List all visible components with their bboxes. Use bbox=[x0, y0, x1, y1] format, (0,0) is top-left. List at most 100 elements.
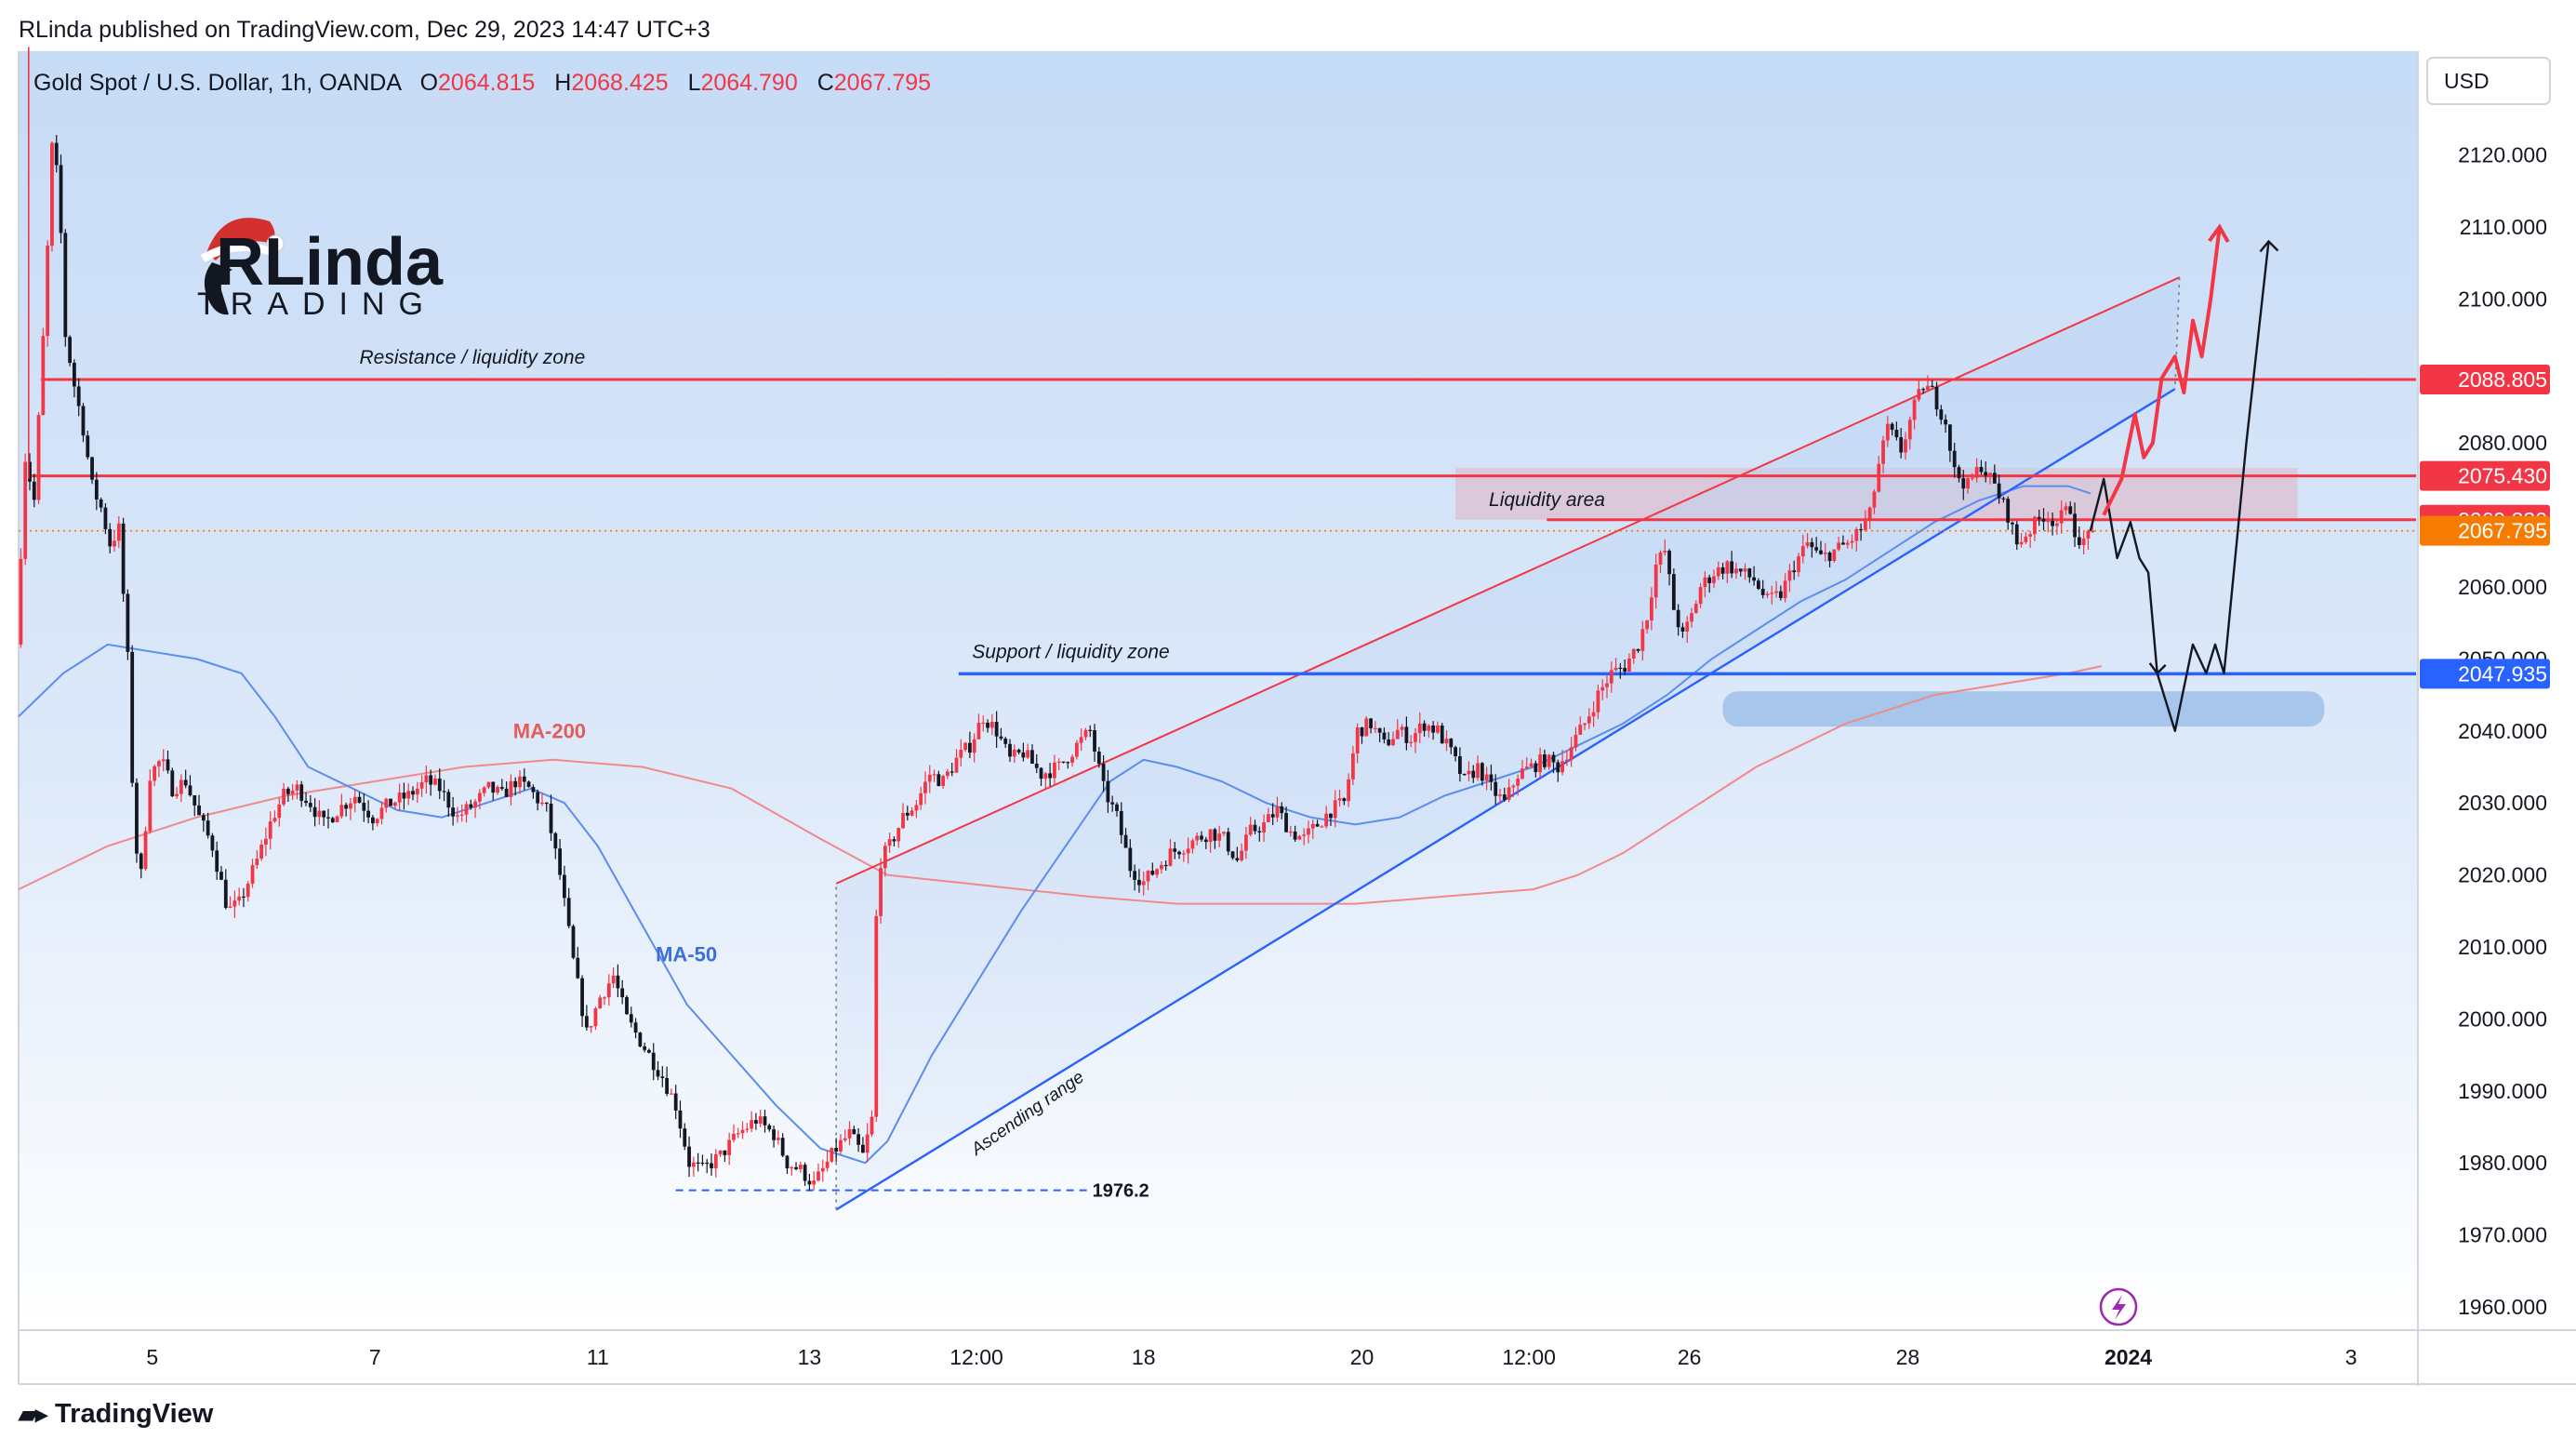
candle bbox=[86, 431, 90, 460]
candle bbox=[2011, 521, 2014, 535]
candle bbox=[1783, 573, 1787, 603]
candle bbox=[2041, 508, 2046, 531]
candle bbox=[375, 818, 379, 827]
candle bbox=[1203, 836, 1208, 849]
candle bbox=[322, 810, 326, 827]
candle bbox=[558, 839, 563, 880]
watermark-brand-bottom: TRADING bbox=[197, 286, 437, 322]
candle bbox=[121, 517, 126, 602]
price-axis[interactable]: 2120.000 2110.000 2100.000 2080.000 2060.000… bbox=[2458, 143, 2547, 1319]
candle bbox=[1636, 648, 1640, 654]
candle bbox=[1573, 726, 1578, 752]
candle bbox=[1387, 732, 1391, 747]
candle bbox=[157, 759, 161, 778]
candle bbox=[905, 806, 910, 821]
tradingview-logo[interactable]: ▰▸ TradingView bbox=[19, 1399, 213, 1430]
candle bbox=[954, 749, 959, 773]
price-tag: 2088.805 bbox=[2420, 365, 2550, 395]
candle bbox=[1756, 578, 1760, 591]
candle bbox=[580, 975, 584, 1027]
candle bbox=[1360, 726, 1364, 744]
candle bbox=[807, 1174, 812, 1192]
time-tick-label: 13 bbox=[798, 1345, 822, 1369]
candle bbox=[1066, 761, 1070, 769]
candle bbox=[392, 801, 397, 809]
candle bbox=[643, 1042, 647, 1053]
candle bbox=[1529, 758, 1534, 769]
candle bbox=[1181, 849, 1186, 862]
candle bbox=[2019, 533, 2024, 548]
candle bbox=[32, 473, 36, 508]
candle bbox=[1939, 405, 1944, 425]
candle bbox=[1653, 553, 1658, 609]
candle bbox=[576, 946, 580, 979]
candle bbox=[259, 839, 264, 861]
candle bbox=[1569, 737, 1573, 767]
candle bbox=[536, 789, 540, 811]
candle bbox=[1043, 771, 1048, 789]
tradingview-brand: TradingView bbox=[55, 1399, 214, 1429]
candle bbox=[1957, 464, 1961, 483]
candle bbox=[1436, 721, 1440, 735]
candle bbox=[232, 890, 237, 918]
candle bbox=[153, 765, 157, 787]
high-value: 2068.425 bbox=[571, 70, 668, 96]
candle bbox=[250, 859, 255, 888]
candle bbox=[1280, 802, 1284, 819]
candle bbox=[651, 1043, 656, 1081]
scenario-red-arrow-icon bbox=[2208, 223, 2230, 243]
candle bbox=[1658, 550, 1663, 574]
candle bbox=[456, 806, 459, 823]
candle bbox=[683, 1123, 687, 1151]
svg-text:2075.430: 2075.430 bbox=[2458, 464, 2547, 488]
candle bbox=[2014, 520, 2019, 551]
liquidity-area-label: Liquidity area bbox=[1489, 489, 1605, 511]
candle bbox=[1133, 864, 1137, 891]
candle bbox=[994, 711, 999, 749]
candle bbox=[1457, 747, 1462, 782]
candle bbox=[665, 1066, 669, 1097]
currency-button[interactable]: USD bbox=[2426, 57, 2551, 105]
lightning-icon[interactable] bbox=[2099, 1287, 2138, 1326]
candle bbox=[1596, 685, 1600, 720]
candle bbox=[504, 781, 509, 798]
candle bbox=[2068, 501, 2073, 515]
candle bbox=[1578, 716, 1583, 735]
candle bbox=[522, 768, 526, 791]
candle bbox=[1074, 739, 1079, 760]
candle bbox=[1230, 850, 1235, 860]
candle bbox=[1890, 421, 1894, 436]
svg-text:2088.805: 2088.805 bbox=[2458, 367, 2547, 392]
candle bbox=[54, 135, 59, 173]
candle bbox=[763, 1110, 767, 1133]
candle bbox=[1734, 562, 1738, 579]
ma-50-label: MA-50 bbox=[656, 942, 717, 966]
resistance-label: Resistance / liquidity zone bbox=[360, 347, 586, 368]
candle bbox=[1650, 587, 1653, 631]
price-tick-label: 2000.000 bbox=[2458, 1006, 2547, 1031]
candle bbox=[936, 770, 941, 787]
support-zone-highlight bbox=[1722, 691, 2325, 727]
candle bbox=[1079, 728, 1083, 752]
price-tick-label: 2120.000 bbox=[2458, 143, 2547, 167]
candle bbox=[2081, 531, 2086, 555]
candle bbox=[201, 813, 206, 833]
close-value: 2067.795 bbox=[834, 70, 931, 96]
price-tick-label: 1960.000 bbox=[2458, 1295, 2547, 1319]
candle bbox=[772, 1126, 776, 1148]
candle bbox=[696, 1152, 700, 1172]
candle bbox=[366, 800, 370, 824]
time-axis[interactable]: 5 7 11 13 12:00 18 20 12:00 26 28 2024 3 bbox=[146, 1345, 2357, 1369]
candle bbox=[2037, 509, 2041, 526]
candle bbox=[1894, 421, 1899, 441]
candle bbox=[330, 816, 335, 823]
candle bbox=[179, 774, 183, 803]
candle bbox=[2033, 515, 2037, 541]
candle bbox=[139, 852, 143, 879]
candle bbox=[843, 1129, 847, 1143]
candle bbox=[593, 1006, 598, 1031]
candle bbox=[50, 141, 54, 252]
symbol-line: Gold Spot / U.S. Dollar, 1h, OANDA bbox=[33, 70, 402, 96]
